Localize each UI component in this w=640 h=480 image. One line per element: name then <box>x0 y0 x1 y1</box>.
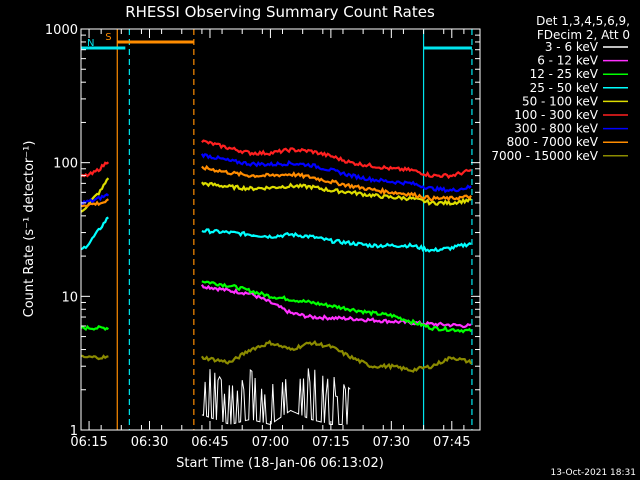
y-tick-label-1: 10 <box>61 290 78 305</box>
series-line-5-seg-1 <box>201 139 472 180</box>
reference-lines: SN <box>81 29 473 430</box>
footer-date: 13-Oct-2021 18:31 <box>551 468 636 478</box>
series-line-6-seg-1 <box>200 153 472 194</box>
y-tick-label-2: 100 <box>53 157 78 172</box>
series-line-1-seg-1 <box>200 284 472 329</box>
y-tick-label-0: 1 <box>70 424 78 439</box>
y-tick-label-3: 1000 <box>45 23 78 38</box>
series-line-7-seg-1 <box>201 164 473 202</box>
legend-label-2: 12 - 25 keV <box>530 67 599 81</box>
legend-label-1: 6 - 12 keV <box>537 54 599 68</box>
series-line-3-seg-1 <box>201 228 472 253</box>
series-lines <box>80 139 473 425</box>
flag-label-0: S <box>105 32 111 43</box>
chart-title: RHESSI Observing Summary Count Rates <box>125 3 435 21</box>
series-line-5-seg-0 <box>80 161 110 178</box>
x-axis-label: Start Time (18-Jan-06 06:13:02) <box>176 456 384 471</box>
legend-header-line-1: Det 1,3,4,5,6,9, <box>536 14 630 28</box>
legend-label-0: 3 - 6 keV <box>545 40 599 54</box>
legend-label-6: 300 - 800 keV <box>514 122 598 136</box>
series-line-7-seg-0 <box>80 198 109 208</box>
legend-label-3: 25 - 50 keV <box>530 81 599 95</box>
y-axis-label: Count Rate (s⁻¹ detector⁻¹) <box>22 141 37 318</box>
x-tick-label-3: 07:00 <box>252 435 289 450</box>
series-line-2-seg-0 <box>80 324 110 332</box>
plot-frame <box>80 28 481 431</box>
series-line-8-seg-0 <box>80 354 109 361</box>
legend-label-4: 50 - 100 keV <box>522 94 599 108</box>
legend-label-7: 800 - 7000 keV <box>507 135 599 149</box>
axes: 1 10 100 1000 06:15 06:30 06:45 07:00 07:15 07:30… <box>45 23 480 450</box>
legend-label-5: 100 - 300 keV <box>514 108 598 122</box>
legend: Det 1,3,4,5,6,9, FDecim 2, Att 0 3 - 6 k… <box>491 14 630 163</box>
x-tick-label-4: 07:15 <box>312 435 349 450</box>
series-line-3-seg-0 <box>80 216 109 251</box>
x-tick-label-1: 06:30 <box>131 435 168 450</box>
series-line-8-seg-1 <box>200 339 473 373</box>
series-line-4-seg-1 <box>201 181 472 206</box>
series-line-6-seg-0 <box>80 193 110 207</box>
x-tick-label-0: 06:15 <box>70 435 107 450</box>
x-tick-label-2: 06:45 <box>191 435 228 450</box>
series-line-4-seg-0 <box>80 177 110 213</box>
x-tick-label-5: 07:30 <box>373 435 410 450</box>
legend-label-8: 7000 - 15000 keV <box>491 149 598 163</box>
series-line-2-seg-1 <box>201 280 473 334</box>
x-tick-label-6: 07:45 <box>433 435 470 450</box>
flag-label-1: N <box>87 38 94 49</box>
series-line-0-seg-1 <box>201 368 351 425</box>
legend-header-line-2: FDecim 2, Att 0 <box>537 28 630 42</box>
